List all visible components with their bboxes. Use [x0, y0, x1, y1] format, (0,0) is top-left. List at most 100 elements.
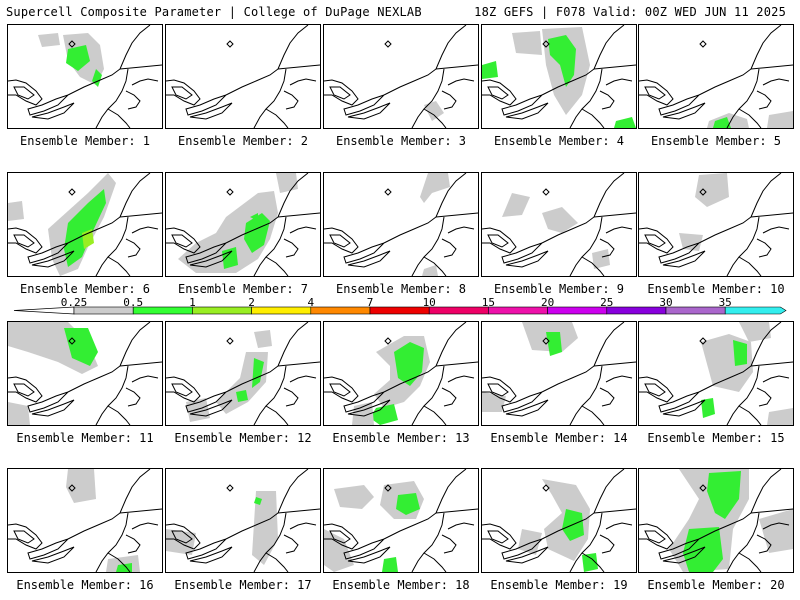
scp-contour-low — [739, 322, 771, 342]
ensemble-panel — [323, 321, 479, 426]
scp-contour-low — [767, 111, 793, 128]
scp-contour-low — [695, 173, 729, 207]
scp-map — [639, 25, 793, 128]
ensemble-member-label: Ensemble Member: 17 — [174, 578, 312, 592]
scp-contour-high — [614, 117, 636, 128]
ensemble-member-label: Ensemble Member: 5 — [650, 134, 782, 148]
scp-map — [482, 173, 636, 276]
scp-contour-high — [733, 340, 747, 366]
basemap-outline — [324, 322, 478, 425]
basemap-outline — [166, 322, 320, 425]
colorbar-tick-label: 20 — [540, 296, 555, 309]
basemap-outline — [482, 322, 636, 425]
ensemble-member-label: Ensemble Member: 10 — [647, 282, 785, 296]
ensemble-member-label: Ensemble Member: 7 — [177, 282, 309, 296]
ensemble-member-label: Ensemble Member: 16 — [16, 578, 154, 592]
scp-contour-high — [254, 497, 262, 505]
scp-contour-high — [382, 557, 398, 572]
ensemble-member-label: Ensemble Member: 2 — [177, 134, 309, 148]
scp-contour-low — [502, 193, 530, 217]
ensemble-member-label: Ensemble Member: 9 — [493, 282, 625, 296]
scp-contour-low — [66, 469, 96, 503]
scp-contour-low — [178, 191, 278, 273]
basemap-outline — [8, 322, 162, 425]
scp-map — [8, 25, 162, 128]
scp-contour-high — [396, 493, 420, 515]
scp-contour-low — [759, 509, 793, 553]
scp-contour-high — [370, 404, 398, 425]
map-title: Supercell Composite Parameter | College … — [6, 5, 422, 19]
basemap-outline — [324, 173, 478, 276]
colorbar-segment — [724, 306, 787, 315]
basemap-outline — [166, 25, 320, 128]
ensemble-panel — [638, 172, 794, 277]
colorbar-segment — [547, 306, 608, 315]
scp-map — [166, 25, 320, 128]
scp-map — [324, 469, 478, 572]
scp-contour-high — [394, 342, 424, 386]
scp-contour-low — [38, 33, 60, 47]
scp-contour-high — [707, 471, 741, 519]
ensemble-panel — [323, 172, 479, 277]
scp-map — [482, 322, 636, 425]
basemap-outline — [166, 469, 320, 572]
scp-map — [8, 469, 162, 572]
scp-contour-high — [82, 229, 94, 249]
colorbar-segment — [192, 306, 252, 315]
scp-contour-low — [424, 101, 444, 121]
scp-contour-low — [679, 233, 703, 251]
colorbar-tick-label: 0.5 — [123, 296, 144, 309]
colorbar-tick-label: 0.25 — [60, 296, 88, 309]
scp-map — [639, 469, 793, 572]
ensemble-panel — [7, 321, 163, 426]
colorbar-tick-label: 4 — [307, 296, 315, 309]
scp-map — [166, 322, 320, 425]
scp-contour-high — [252, 358, 264, 388]
basemap-outline — [8, 25, 162, 128]
scp-contour-low — [166, 529, 196, 555]
scp-contour-high — [546, 332, 562, 356]
colorbar-tick-label: 2 — [248, 296, 255, 309]
ensemble-member-label: Ensemble Member: 4 — [493, 134, 625, 148]
ensemble-panel — [481, 24, 637, 129]
scp-contour-high — [250, 213, 258, 221]
colorbar-segment — [310, 306, 371, 315]
scp-map — [324, 322, 478, 425]
ensemble-member-label: Ensemble Member: 3 — [335, 134, 467, 148]
basemap-outline — [482, 173, 636, 276]
ensemble-member-label: Ensemble Member: 15 — [647, 431, 785, 445]
ensemble-member-label: Ensemble Member: 14 — [490, 431, 628, 445]
ensemble-member-label: Ensemble Member: 18 — [332, 578, 470, 592]
basemap-outline — [8, 469, 162, 572]
scp-contour-high — [64, 189, 106, 267]
ensemble-member-label: Ensemble Member: 8 — [335, 282, 467, 296]
colorbar-tick-label: 1 — [189, 296, 196, 309]
scp-map — [166, 173, 320, 276]
scp-contour-high — [482, 61, 498, 79]
ensemble-panel — [7, 24, 163, 129]
scp-map — [166, 469, 320, 572]
ensemble-member-label: Ensemble Member: 6 — [19, 282, 151, 296]
ensemble-member-label: Ensemble Member: 20 — [647, 578, 785, 592]
ensemble-member-label: Ensemble Member: 19 — [490, 578, 628, 592]
scp-contour-low — [542, 207, 578, 233]
scp-map — [639, 173, 793, 276]
scp-map — [639, 322, 793, 425]
basemap-outline — [8, 173, 162, 276]
scp-map — [482, 469, 636, 572]
scp-contour-low — [767, 408, 793, 425]
colorbar-tick-label: 7 — [366, 296, 374, 309]
ensemble-panel — [165, 172, 321, 277]
ensemble-panel — [323, 24, 479, 129]
color-scale-bar — [13, 306, 787, 315]
valid-time-label: 18Z GEFS | F078 Valid: 00Z WED JUN 11 20… — [474, 5, 786, 19]
ensemble-member-label: Ensemble Member: 11 — [16, 431, 154, 445]
scp-contour-high — [64, 328, 98, 366]
scp-contour-high — [701, 398, 715, 418]
basemap-outline — [639, 469, 793, 572]
basemap-outline — [639, 322, 793, 425]
scp-contour-low — [420, 173, 450, 203]
colorbar-tick-label: 10 — [422, 296, 436, 309]
colorbar-segment — [488, 306, 548, 315]
scp-contour-low — [252, 491, 278, 565]
